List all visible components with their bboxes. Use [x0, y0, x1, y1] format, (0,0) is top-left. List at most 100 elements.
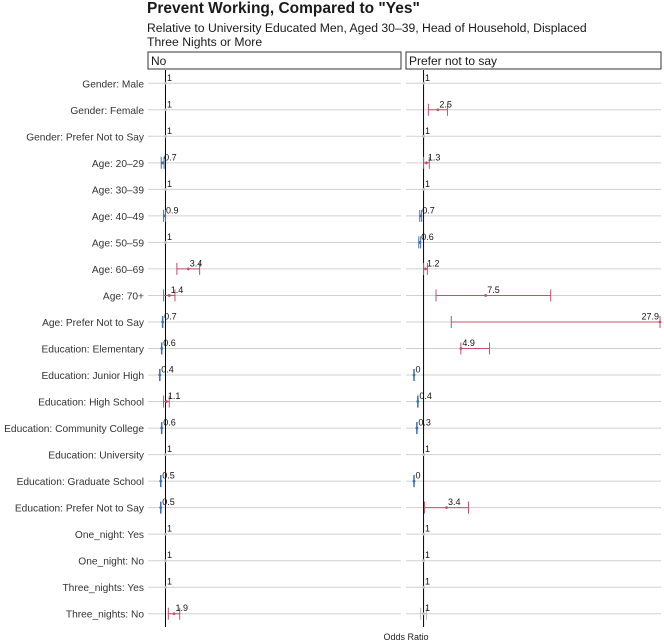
estimate-point — [160, 347, 164, 350]
estimate-point — [425, 161, 428, 165]
estimate-point — [459, 347, 463, 350]
data-label: 1 — [167, 73, 172, 83]
estimate-point — [422, 453, 425, 456]
category-label: Education: Junior High — [41, 371, 144, 382]
data-label: 1.3 — [428, 152, 441, 162]
category-label: Age: 60–69 — [92, 265, 144, 276]
category-label: One_night: Yes — [75, 530, 144, 541]
data-label: 7.5 — [487, 285, 500, 295]
estimate-point — [164, 241, 167, 244]
data-label: 1 — [425, 577, 430, 587]
facet-strip — [405, 51, 662, 70]
facet-strip — [147, 51, 402, 70]
estimate-point — [164, 108, 167, 112]
data-label: 0 — [416, 471, 421, 481]
data-label: 3.4 — [190, 258, 203, 268]
data-label: 27.9 — [642, 311, 660, 321]
category-label: Three_nights: Yes — [62, 583, 144, 594]
estimate-point — [164, 532, 167, 536]
estimate-point — [158, 373, 162, 377]
data-label: 1 — [425, 179, 430, 189]
data-label: 3.4 — [448, 497, 461, 507]
estimate-point — [164, 453, 167, 456]
estimate-point — [160, 426, 164, 430]
estimate-point — [164, 81, 167, 85]
data-label: 4.9 — [462, 338, 475, 348]
estimate-point — [412, 373, 416, 377]
data-label: 1 — [167, 232, 172, 242]
category-label: Education: Elementary — [42, 345, 145, 356]
estimate-point — [163, 214, 166, 218]
data-label: 0 — [416, 365, 421, 375]
data-label: 1 — [167, 444, 172, 454]
estimate-point — [422, 585, 425, 589]
data-label: 1 — [167, 524, 172, 534]
data-label: 1 — [425, 550, 430, 560]
data-label: 0.7 — [422, 205, 435, 215]
data-label: 1 — [425, 524, 430, 534]
data-label: 0.6 — [163, 418, 176, 428]
estimate-point — [436, 108, 440, 112]
estimate-point — [422, 532, 425, 536]
data-label: 0.7 — [164, 311, 177, 321]
category-label: Education: Community College — [4, 424, 144, 435]
estimate-point — [172, 612, 176, 616]
category-label: Gender: Prefer Not to Say — [26, 132, 145, 143]
data-label: 0.6 — [421, 232, 434, 242]
estimate-point — [658, 320, 662, 324]
category-label: One_night: No — [78, 557, 144, 568]
data-label: 1 — [167, 577, 172, 587]
category-label: Education: Prefer Not to Say — [15, 504, 145, 515]
estimate-point — [164, 559, 167, 563]
estimate-point — [164, 134, 167, 138]
data-label: 1 — [425, 73, 430, 83]
category-label: Age: 40–49 — [92, 212, 144, 223]
category-label: Gender: Female — [70, 106, 144, 117]
data-label: 2.5 — [439, 99, 452, 109]
data-label: 1 — [425, 126, 430, 136]
estimate-point — [412, 479, 416, 483]
category-label: Age: Prefer Not to Say — [42, 318, 145, 329]
category-label: Age: 70+ — [103, 291, 144, 302]
category-label: Gender: Male — [82, 79, 144, 90]
data-label: 0.9 — [166, 205, 179, 215]
data-label: 1.9 — [176, 603, 189, 613]
data-label: 1.2 — [427, 258, 440, 268]
estimate-point — [167, 294, 171, 297]
data-label: 1 — [167, 126, 172, 136]
category-label: Education: University — [48, 451, 145, 462]
estimate-point — [422, 559, 425, 563]
estimate-point — [161, 320, 165, 324]
data-label: 0.7 — [164, 152, 177, 162]
data-label: 1 — [425, 444, 430, 454]
estimate-point — [422, 187, 425, 191]
estimate-point — [186, 267, 190, 271]
estimate-point — [164, 187, 167, 191]
category-label: Education: Graduate School — [17, 477, 144, 488]
data-label: 0.5 — [162, 471, 175, 481]
estimate-point — [159, 506, 163, 510]
estimate-point — [445, 506, 448, 510]
data-label: 0.3 — [418, 418, 431, 428]
data-label: 1 — [167, 550, 172, 560]
estimate-point — [165, 400, 168, 403]
data-label: 1.4 — [171, 285, 184, 295]
estimate-point — [419, 214, 423, 218]
estimate-point — [422, 81, 425, 85]
estimate-point — [159, 479, 163, 483]
data-label: 0.6 — [163, 338, 176, 348]
estimate-point — [164, 585, 167, 589]
category-label: Three_nights: No — [66, 610, 144, 621]
facet-label: Prefer not to say — [409, 54, 497, 68]
data-label: 1.1 — [168, 391, 181, 401]
estimate-point — [422, 134, 425, 138]
data-label: 1 — [425, 603, 430, 613]
estimate-point — [416, 400, 420, 403]
category-label: Education: High School — [38, 398, 144, 409]
category-label: Age: 30–39 — [92, 185, 144, 196]
estimate-point — [418, 241, 422, 244]
data-label: 0.5 — [162, 497, 175, 507]
category-label: Age: 50–59 — [92, 238, 144, 249]
data-label: 1 — [167, 179, 172, 189]
